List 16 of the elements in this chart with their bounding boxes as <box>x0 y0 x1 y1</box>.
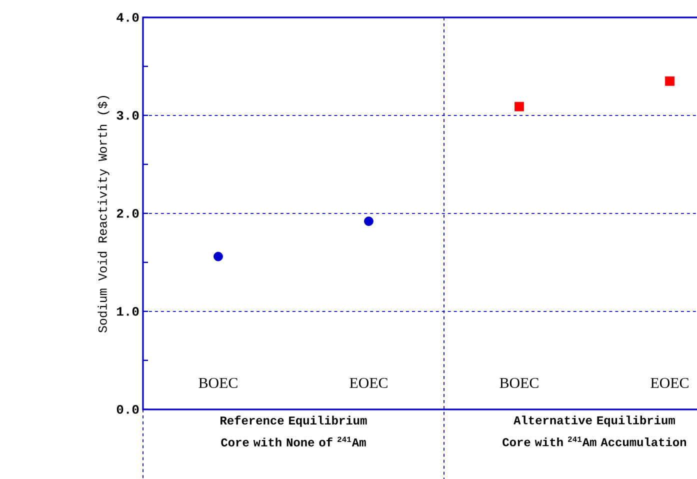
x-tick-label: BOEC <box>198 378 238 388</box>
point <box>364 216 374 226</box>
y-tick-label: 4.0 <box>116 13 139 22</box>
y-tick-label: 1.0 <box>117 307 139 316</box>
y-tick-label: 2.0 <box>116 209 139 218</box>
x-tick-label: EOEC <box>350 378 388 388</box>
y-axis-title: Sodium Void Reactivity Worth ($) <box>98 96 110 332</box>
x-tick-label: EOEC <box>650 378 688 388</box>
y-tick-label: 0.0 <box>116 405 139 414</box>
point <box>665 76 674 86</box>
y-tick-label: 3.0 <box>116 110 139 120</box>
point <box>214 252 223 262</box>
x-tick-label: BOEC <box>500 378 538 388</box>
text: Reference Equilibrium Core with None of $^{241}$Am <box>220 416 367 446</box>
point <box>514 102 524 112</box>
text: Alternative Equilibrium Core with $^{241}$Am Accumulation <box>502 416 686 446</box>
